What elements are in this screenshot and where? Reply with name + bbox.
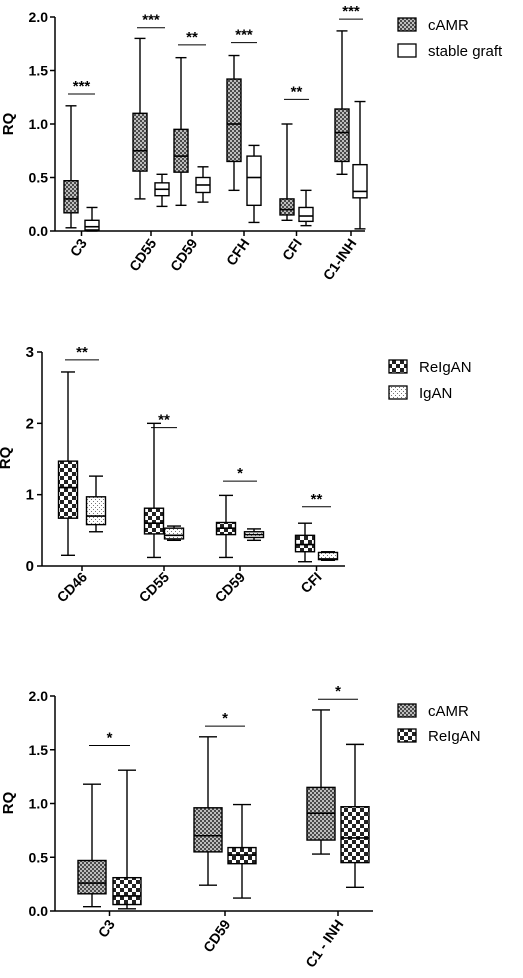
box-reigan bbox=[112, 876, 142, 906]
significance-stars: *** bbox=[342, 3, 360, 20]
panel-b-chart: 0 1 2 3 RQ ** CD46 ** CD55 * CD59 ** CFI ReIgAN IgAN bbox=[0, 344, 472, 606]
y-axis-label: RQ bbox=[0, 112, 17, 135]
box-reigan bbox=[57, 460, 79, 519]
legend: cAMR stable graft bbox=[397, 17, 503, 60]
significance-stars: * bbox=[237, 465, 243, 482]
legend-swatch bbox=[397, 43, 417, 58]
box-camr bbox=[77, 859, 107, 895]
y-tick-label: 1.0 bbox=[29, 796, 49, 812]
legend-label: ReIgAN bbox=[419, 359, 472, 376]
legend-swatch bbox=[388, 385, 408, 400]
significance-stars: ** bbox=[76, 344, 88, 361]
legend-label: ReIgAN bbox=[428, 728, 481, 745]
box-camr bbox=[279, 198, 295, 216]
x-category-label: C1 - INH bbox=[302, 917, 346, 971]
x-category-label: C3 bbox=[95, 916, 118, 940]
y-axis-label: RQ bbox=[0, 446, 14, 469]
y-tick-label: 1 bbox=[26, 487, 34, 504]
box-reigan bbox=[143, 507, 165, 535]
y-tick-label: 0.5 bbox=[29, 170, 49, 186]
y-tick-label: 1.5 bbox=[29, 742, 49, 758]
legend-label: IgAN bbox=[419, 385, 452, 402]
box-camr bbox=[193, 807, 223, 853]
box-reigan bbox=[294, 534, 316, 553]
legend-swatch bbox=[397, 703, 417, 718]
x-category-label: CD59 bbox=[211, 569, 248, 606]
significance-stars: * bbox=[335, 683, 341, 700]
significance-stars: *** bbox=[73, 78, 91, 95]
x-category-label: CFI bbox=[297, 569, 324, 596]
significance-stars: *** bbox=[142, 12, 160, 29]
x-category-label: CD59 bbox=[167, 235, 201, 274]
legend: ReIgAN IgAN bbox=[388, 359, 472, 402]
x-category-label: CD59 bbox=[200, 916, 234, 955]
legend-label: stable graft bbox=[428, 43, 503, 60]
significance-stars: ** bbox=[291, 83, 303, 100]
y-tick-label: 0.0 bbox=[29, 223, 49, 239]
legend-swatch bbox=[397, 17, 417, 32]
x-category-label: CD46 bbox=[53, 569, 90, 606]
significance-stars: ** bbox=[158, 412, 170, 429]
box-camr bbox=[132, 112, 148, 172]
box-stable-graft bbox=[246, 155, 262, 207]
y-tick-label: 1.0 bbox=[29, 116, 49, 132]
box-stable-graft bbox=[84, 219, 100, 231]
x-category-label: C3 bbox=[67, 235, 90, 259]
y-tick-label: 2.0 bbox=[29, 688, 49, 704]
x-category-label: C1-INH bbox=[320, 236, 360, 283]
legend-label: cAMR bbox=[428, 703, 469, 720]
x-category-label: CD55 bbox=[135, 569, 172, 606]
y-axis-label: RQ bbox=[0, 791, 17, 814]
box-camr bbox=[63, 180, 79, 214]
box-camr bbox=[334, 108, 350, 163]
box-igan bbox=[85, 496, 107, 526]
y-tick-label: 2.0 bbox=[29, 9, 49, 25]
box-stable-graft bbox=[352, 163, 368, 199]
significance-stars: ** bbox=[311, 491, 323, 508]
legend-swatch bbox=[388, 359, 408, 374]
significance-stars: * bbox=[107, 729, 113, 746]
y-tick-label: 0 bbox=[26, 558, 34, 575]
legend-swatch bbox=[397, 728, 417, 743]
box-reigan bbox=[340, 806, 370, 864]
y-tick-label: 1.5 bbox=[29, 63, 49, 79]
box-stable-graft bbox=[298, 206, 314, 223]
significance-stars: ** bbox=[186, 29, 198, 46]
significance-stars: *** bbox=[235, 27, 253, 44]
y-tick-label: 3 bbox=[26, 344, 34, 361]
box-camr bbox=[173, 128, 189, 173]
box-camr bbox=[226, 78, 242, 163]
legend-label: cAMR bbox=[428, 17, 469, 34]
box-igan bbox=[163, 527, 185, 540]
panel-c-chart: 0.0 0.5 1.0 1.5 2.0 RQ * C3 * CD59 * C1 - INH cAMR Re… bbox=[0, 683, 481, 970]
y-tick-label: 0.0 bbox=[29, 903, 49, 919]
panel-a-chart: 0.0 0.5 1.0 1.5 2.0 RQ *** C3 *** CD55 ** CD59 *** CF… bbox=[0, 3, 503, 283]
y-tick-label: 0.5 bbox=[29, 849, 49, 865]
legend: cAMR ReIgAN bbox=[397, 703, 481, 745]
significance-stars: * bbox=[222, 710, 228, 727]
x-category-label: CFH bbox=[223, 236, 253, 269]
x-category-label: CFI bbox=[279, 236, 305, 264]
x-category-label: CD55 bbox=[126, 235, 160, 274]
y-tick-label: 2 bbox=[26, 415, 34, 432]
